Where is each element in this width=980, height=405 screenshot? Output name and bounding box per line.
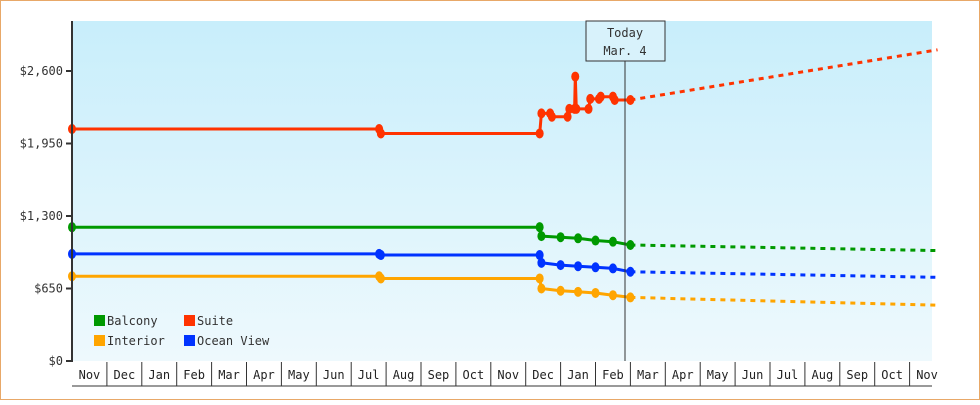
legend-label: Interior bbox=[107, 334, 165, 348]
x-month-label: Sep bbox=[428, 368, 450, 382]
x-month-label: Apr bbox=[672, 368, 694, 382]
x-month-label: Jul bbox=[358, 368, 380, 382]
data-point[interactable] bbox=[574, 286, 583, 297]
x-month-label: Apr bbox=[253, 368, 275, 382]
x-month-label: Feb bbox=[183, 368, 205, 382]
data-point[interactable] bbox=[547, 111, 556, 122]
data-point[interactable] bbox=[574, 233, 583, 244]
data-point[interactable] bbox=[537, 257, 546, 268]
data-point[interactable] bbox=[556, 260, 565, 271]
data-point[interactable] bbox=[535, 128, 544, 139]
data-point[interactable] bbox=[608, 263, 617, 274]
data-point[interactable] bbox=[608, 290, 617, 301]
x-month-label: May bbox=[288, 368, 310, 382]
x-month-label: Mar bbox=[637, 368, 659, 382]
data-point[interactable] bbox=[574, 261, 583, 272]
x-month-label: Jan bbox=[567, 368, 589, 382]
data-point[interactable] bbox=[376, 273, 385, 284]
data-point[interactable] bbox=[626, 240, 635, 250]
x-axis-months: Nov Dec Jan Feb Mar Apr May Jun Jul Aug Sep Oct Nov D… bbox=[72, 362, 938, 387]
y-axis-ticks: $0 $650 $1,300 $1,950 $2,600 bbox=[20, 64, 72, 368]
legend-item-ocean-view[interactable]: Ocean View bbox=[184, 334, 270, 348]
x-month-label: Dec bbox=[532, 368, 554, 382]
data-point[interactable] bbox=[537, 283, 546, 294]
data-point[interactable] bbox=[596, 91, 605, 102]
data-point[interactable] bbox=[535, 250, 544, 261]
x-month-label: Jun bbox=[742, 368, 764, 382]
x-month-label: Nov bbox=[79, 368, 101, 382]
data-point[interactable] bbox=[591, 262, 600, 273]
legend-label: Balcony bbox=[107, 314, 158, 328]
y-tick-label: $0 bbox=[49, 354, 63, 368]
y-tick-label: $1,950 bbox=[20, 137, 63, 151]
series-ocean-view bbox=[68, 248, 938, 279]
y-tick-label: $2,600 bbox=[20, 64, 63, 78]
legend-item-suite[interactable]: Suite bbox=[184, 314, 233, 328]
x-month-label: May bbox=[707, 368, 729, 382]
today-marker: Today Mar. 4 bbox=[585, 20, 666, 361]
data-point[interactable] bbox=[556, 232, 565, 243]
data-point[interactable] bbox=[626, 292, 635, 303]
legend: Balcony Suite Interior Ocean View bbox=[94, 314, 270, 348]
x-month-label: Aug bbox=[393, 368, 415, 382]
x-month-label: Nov bbox=[497, 368, 519, 382]
data-point[interactable] bbox=[591, 235, 600, 246]
legend-label: Ocean View bbox=[197, 334, 270, 348]
legend-swatch bbox=[184, 335, 195, 346]
legend-swatch bbox=[94, 335, 105, 346]
legend-swatch bbox=[184, 315, 195, 326]
plot-area bbox=[72, 21, 932, 361]
data-point[interactable] bbox=[584, 103, 593, 114]
today-label: Today bbox=[607, 26, 643, 40]
data-point[interactable] bbox=[535, 222, 544, 233]
series-interior bbox=[68, 271, 938, 307]
y-tick-label: $1,300 bbox=[20, 209, 63, 223]
legend-label: Suite bbox=[197, 314, 233, 328]
data-point[interactable] bbox=[572, 103, 581, 114]
today-box bbox=[585, 20, 666, 62]
x-month-label: Jun bbox=[323, 368, 345, 382]
data-point[interactable] bbox=[535, 273, 544, 284]
data-point[interactable] bbox=[626, 95, 635, 105]
data-point[interactable] bbox=[571, 71, 580, 82]
legend-item-interior[interactable]: Interior bbox=[94, 334, 165, 348]
x-month-label: Jul bbox=[777, 368, 799, 382]
legend-item-balcony[interactable]: Balcony bbox=[94, 314, 158, 328]
x-month-label: Mar bbox=[218, 368, 240, 382]
today-date: Mar. 4 bbox=[603, 44, 646, 58]
data-point[interactable] bbox=[626, 266, 635, 277]
y-tick-label: $650 bbox=[34, 282, 63, 296]
data-point[interactable] bbox=[556, 285, 565, 296]
x-month-label: Aug bbox=[812, 368, 834, 382]
data-point[interactable] bbox=[376, 250, 385, 261]
data-point[interactable] bbox=[563, 111, 572, 122]
data-point[interactable] bbox=[610, 95, 619, 105]
x-month-label: Jan bbox=[148, 368, 170, 382]
series-suite bbox=[68, 48, 938, 139]
x-month-label: Dec bbox=[114, 368, 136, 382]
data-point[interactable] bbox=[591, 287, 600, 298]
data-point[interactable] bbox=[376, 128, 385, 139]
data-point[interactable] bbox=[586, 93, 595, 104]
legend-swatch bbox=[94, 315, 105, 326]
x-month-label: Oct bbox=[881, 368, 903, 382]
x-month-label: Oct bbox=[463, 368, 485, 382]
data-point[interactable] bbox=[537, 108, 546, 119]
x-month-label: Nov bbox=[916, 368, 938, 382]
x-month-label: Feb bbox=[602, 368, 624, 382]
data-point[interactable] bbox=[537, 231, 546, 242]
series-layer bbox=[68, 48, 938, 307]
x-month-label: Sep bbox=[846, 368, 868, 382]
data-point[interactable] bbox=[608, 236, 617, 247]
